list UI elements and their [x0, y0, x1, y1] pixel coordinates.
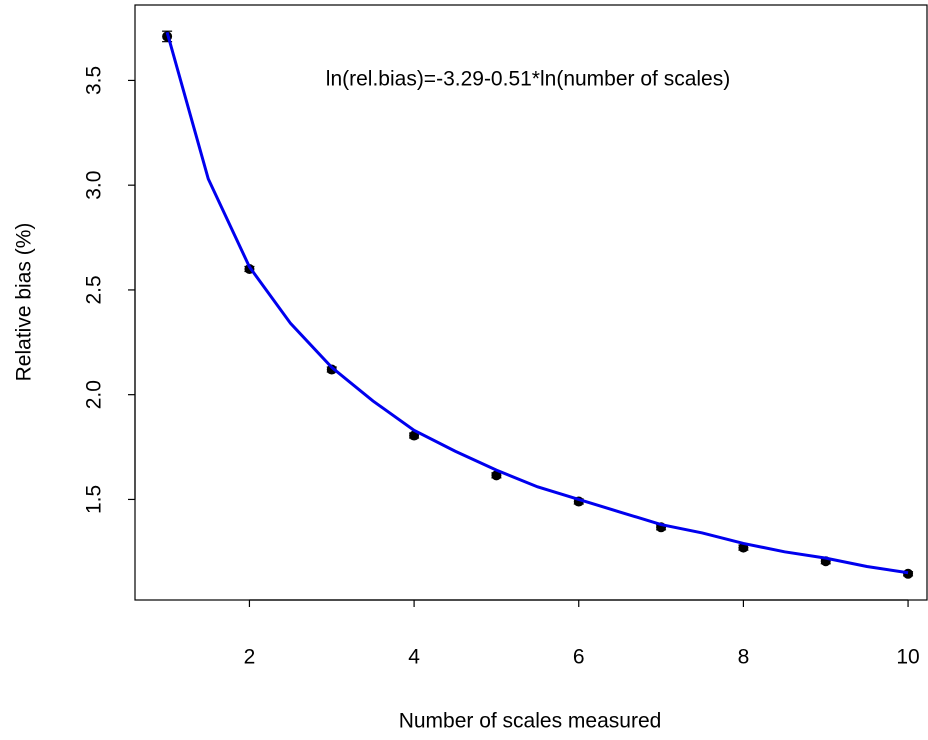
- y-tick-label: 2.5: [83, 275, 106, 304]
- y-tick-label: 1.5: [83, 485, 106, 514]
- data-point: [491, 470, 502, 481]
- data-point: [326, 364, 337, 375]
- y-tick-label: 3.5: [83, 66, 106, 95]
- y-axis-label: Relative bias (%): [13, 223, 36, 382]
- x-axis-label: Number of scales measured: [399, 710, 662, 733]
- data-point: [903, 568, 914, 579]
- x-tick-label: 4: [408, 646, 420, 669]
- y-tick-label: 3.0: [83, 171, 106, 200]
- x-tick-label: 8: [738, 646, 750, 669]
- x-tick-label: 2: [244, 646, 256, 669]
- x-tick-label: 6: [573, 646, 585, 669]
- y-tick-label: 2.0: [83, 380, 106, 409]
- plot-box: [134, 4, 928, 601]
- fit-curve: [165, 31, 909, 575]
- annotation: ln(rel.bias)=-3.29-0.51*ln(number of sca…: [326, 68, 730, 91]
- x-tick-label: 10: [896, 646, 919, 669]
